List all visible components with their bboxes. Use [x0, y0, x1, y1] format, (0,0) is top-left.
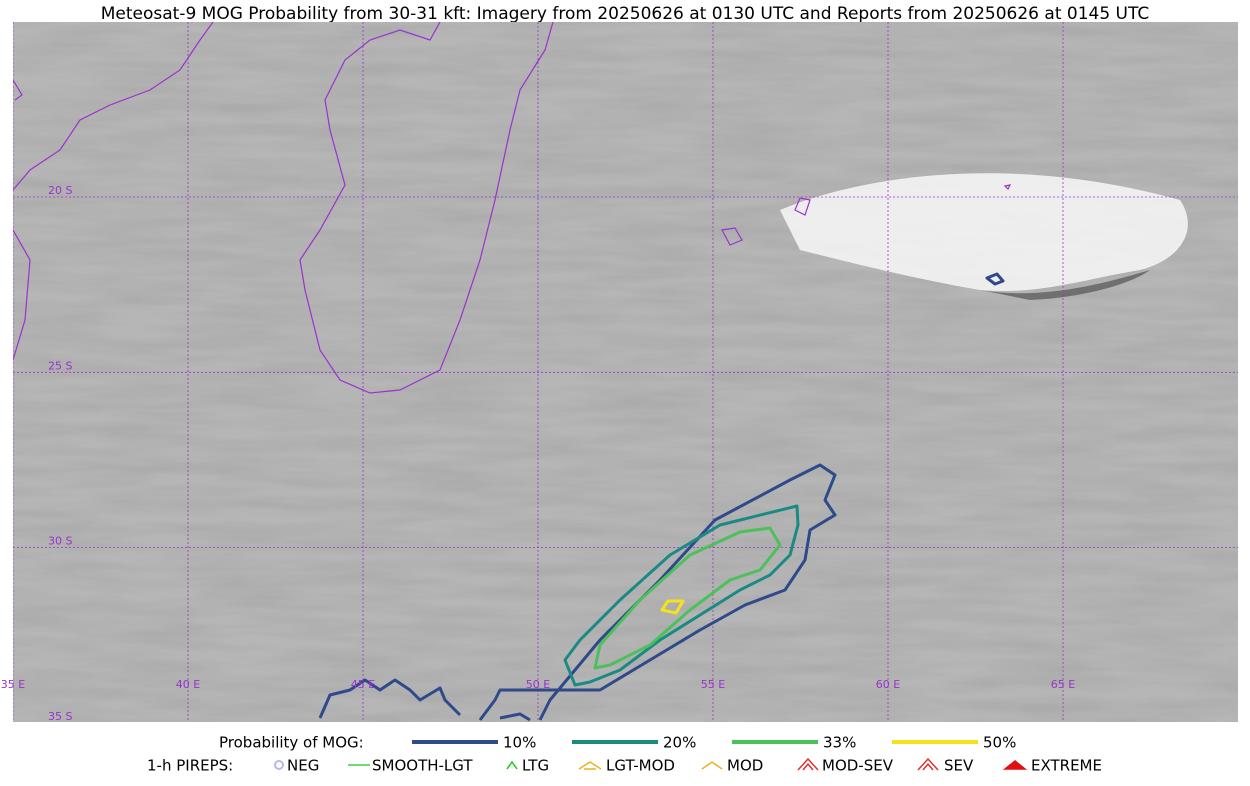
graticule [13, 22, 1238, 722]
pirep-icon [701, 761, 723, 770]
lon-label: 65 E [1051, 678, 1075, 691]
pirep-label: MOD [727, 757, 763, 775]
lon-label: 50 E [526, 678, 550, 691]
legend-label: 50% [983, 734, 1016, 752]
legend-label: 20% [663, 734, 696, 752]
lon-label: 35 E [1, 678, 25, 691]
pirep-label: NEG [287, 757, 319, 775]
pirep-label: SEV [944, 757, 974, 775]
pirep-icon [578, 761, 602, 770]
pirep-label: LTG [522, 757, 549, 775]
contours [318, 272, 1005, 722]
legend-label: 33% [823, 734, 856, 752]
map-area [13, 22, 1238, 722]
pirep-icon [274, 760, 284, 770]
pirep-label: SMOOTH-LGT [372, 757, 473, 775]
pirep-icon [917, 757, 939, 771]
lon-label: 55 E [701, 678, 725, 691]
legend-title: Probability of MOG: [219, 734, 364, 752]
lat-label: 35 S [48, 710, 72, 723]
legend-label: 10% [503, 734, 536, 752]
lon-label: 60 E [876, 678, 900, 691]
pireps-title: 1-h PIREPS: [147, 757, 233, 775]
lat-label: 30 S [48, 535, 72, 548]
lon-label: 40 E [176, 678, 200, 691]
lat-label: 20 S [48, 184, 72, 197]
pirep-label: LGT-MOD [606, 757, 675, 775]
pirep-label: MOD-SEV [822, 757, 894, 775]
coastlines [13, 22, 1012, 394]
lon-label: 45 E [351, 678, 375, 691]
lat-label: 25 S [48, 359, 72, 372]
pirep-icon [797, 757, 819, 771]
pirep-icon [1002, 760, 1028, 770]
map-title: Meteosat-9 MOG Probability from 30-31 kf… [101, 4, 1150, 24]
cloud-area [780, 173, 1188, 291]
pirep-label: EXTREME [1031, 757, 1102, 775]
pirep-icon [506, 760, 518, 770]
